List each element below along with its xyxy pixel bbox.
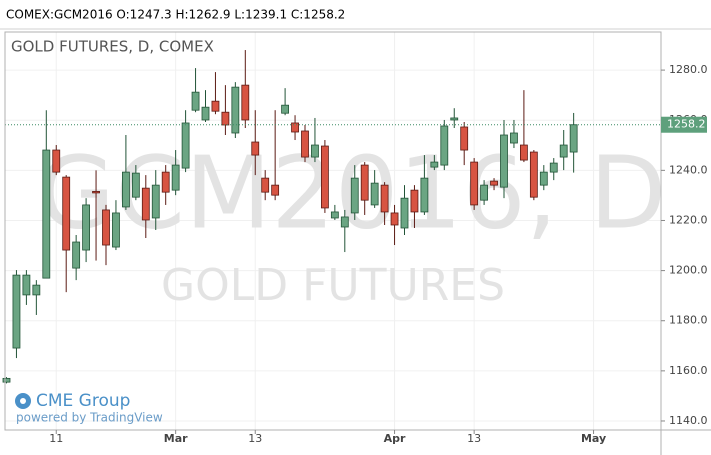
candle-body [2,377,11,383]
candle-body [52,149,61,173]
logo: CME Group powered by TradingView [15,391,163,425]
candle-body [161,171,170,193]
logo-icon [20,398,26,404]
candle-body [410,189,419,213]
candle-body [440,125,449,166]
header: COMEX:GCM2016 O:1247.3 H:1262.9 L:1239.1… [6,8,345,22]
logo-text: CME Group [36,391,130,411]
x-tick-label: Mar [164,432,188,445]
candle-body [261,177,270,193]
candle-body [231,86,240,134]
candle-body [460,126,469,151]
candle-body [450,117,459,121]
candle-body [171,164,180,191]
candle-body [559,144,568,158]
candle-body [281,104,290,114]
candle-body [330,211,339,219]
candle-body [301,130,309,158]
candle-body [350,177,359,214]
x-tick-label: 11 [49,432,63,445]
candle-body [251,141,260,156]
candle-body [500,134,508,188]
candle-body [12,274,21,349]
candle-body [569,124,578,153]
candle-body [141,187,150,221]
x-tick-label: May [581,432,606,445]
y-tick-label: 1140.0 [669,414,708,427]
candle-body [370,182,379,206]
candle-body [211,100,220,112]
grid [5,32,661,430]
candle-body [480,184,489,201]
candle-body [271,184,280,196]
candle-body [201,106,210,121]
candle-body [539,171,548,186]
candle-body [151,184,160,219]
candle-body [241,84,250,121]
candle-body [549,162,558,173]
candle-body [131,172,140,198]
x-tick-label: Apr [384,432,406,445]
y-tick-label: 1160.0 [669,364,708,377]
candle-body [520,144,528,161]
watermark-subtitle: GOLD FUTURES [161,260,505,311]
y-tick-label: 1280.0 [669,63,708,76]
y-tick-label: 1180.0 [669,314,708,327]
candle-body [490,180,498,186]
last-price-label: 1258.2 [667,118,706,131]
candle-body [32,284,41,296]
candle-body [390,212,399,226]
candle-body [122,171,130,208]
candle-body [430,161,439,168]
candle-body [92,191,100,194]
y-tick-label: 1240.0 [669,163,708,176]
candle-body [181,122,190,169]
candle-body [529,151,538,198]
candle-body [340,216,349,228]
candle-body [510,132,518,144]
x-tick-label: 13 [467,432,481,445]
y-tick-label: 1220.0 [669,213,708,226]
candle-body [311,144,319,158]
y-tick-label: 1200.0 [669,264,708,277]
candle-body [112,212,120,248]
candle-body [470,161,479,206]
candle-body [291,122,299,133]
candles [2,50,661,384]
candle-body [102,209,110,246]
candle-body [72,241,81,269]
candle-body [82,204,90,251]
candle-body [221,111,230,126]
candle-body [22,274,31,296]
candle-body [191,91,200,111]
candle-body [42,149,51,279]
candle-body [380,184,389,213]
logo-caption: powered by TradingView [16,411,163,425]
last-price-tag [661,116,707,133]
chart-title: GOLD FUTURES, D, COMEX [11,38,214,56]
x-tick-label: 13 [248,432,262,445]
candle-body [320,145,329,209]
candle-body [360,164,369,201]
candle-body [420,177,429,213]
candle-body [62,176,71,251]
axes: 1140.01160.01180.01200.01220.01240.01260… [49,63,707,445]
candle-body [400,197,409,229]
